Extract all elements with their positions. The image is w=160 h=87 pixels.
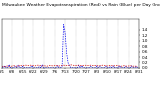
Text: Milwaukee Weather Evapotranspiration (Red) vs Rain (Blue) per Day (Inches): Milwaukee Weather Evapotranspiration (Re…: [2, 3, 160, 7]
